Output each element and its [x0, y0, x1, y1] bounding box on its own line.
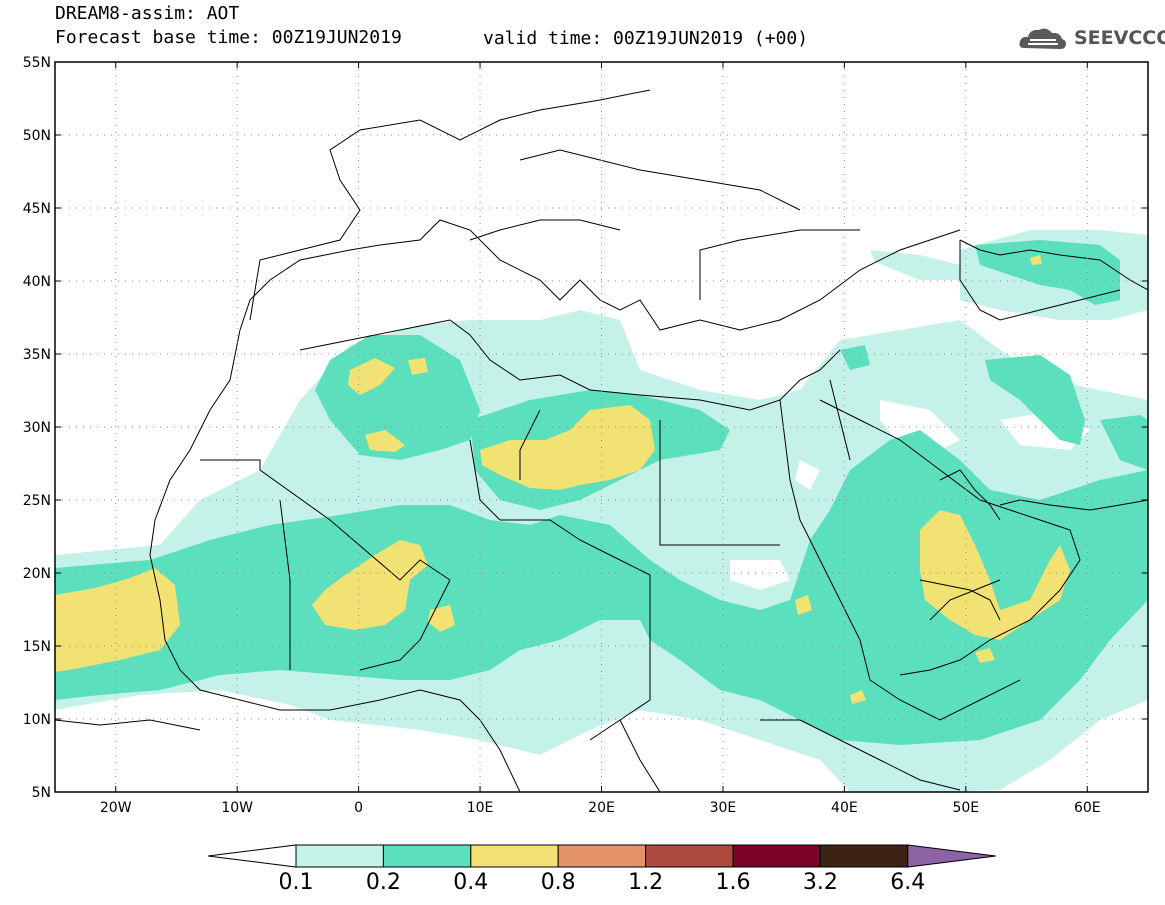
- lat-label: 20N: [23, 566, 51, 582]
- colorbar-swatch: [382, 844, 472, 868]
- lat-label: 35N: [23, 347, 51, 363]
- cloud-icon: [1019, 28, 1066, 49]
- colorbar-label: 1.6: [715, 870, 751, 895]
- latitude-labels: 55N 50N 45N 40N 35N 30N 25N 20N 15N 10N 5N: [23, 55, 51, 801]
- lon-label: 40E: [831, 800, 858, 816]
- lat-label: 40N: [23, 274, 51, 290]
- lat-label: 50N: [23, 128, 51, 144]
- colorbar-swatch: [470, 844, 559, 868]
- colorbar-label: 3.2: [802, 870, 838, 895]
- seevccc-logo: SEEVCCC: [1074, 27, 1165, 49]
- map-title: DREAM8-assim: AOT: [55, 3, 240, 24]
- colorbar-over-arrow: [907, 844, 996, 868]
- lon-label: 20E: [588, 800, 615, 816]
- lon-label: 30E: [710, 800, 737, 816]
- lat-label: 25N: [23, 493, 51, 509]
- lon-label: 10E: [467, 800, 494, 816]
- valid-time: valid time: 00Z19JUN2019 (+00): [483, 28, 809, 49]
- colorbar-swatch: [819, 844, 909, 868]
- colorbar-swatch: [295, 844, 384, 868]
- axis-ticks: [55, 61, 1148, 793]
- lat-label: 15N: [23, 639, 51, 655]
- lat-label: 10N: [23, 712, 51, 728]
- colorbar-swatch: [732, 844, 821, 868]
- colorbar-under-arrow: [207, 844, 297, 868]
- forecast-base-time: Forecast base time: 00Z19JUN2019: [55, 27, 402, 48]
- lat-label: 5N: [32, 785, 51, 801]
- colorbar: [207, 844, 996, 868]
- colorbar-label: 6.4: [890, 870, 926, 895]
- lon-label: 50E: [952, 800, 979, 816]
- lon-label: 10W: [221, 800, 253, 816]
- lon-label: 0: [354, 800, 363, 816]
- lon-label: 20W: [100, 800, 132, 816]
- colorbar-label: 0.1: [278, 870, 314, 895]
- lon-label: 60E: [1074, 800, 1101, 816]
- longitude-labels: 20W 10W 0 10E 20E 30E 40E 50E 60E: [100, 800, 1101, 816]
- colorbar-swatch: [645, 844, 734, 868]
- lat-label: 45N: [23, 201, 51, 217]
- colorbar-label: 0.4: [453, 870, 489, 895]
- lat-label: 55N: [23, 55, 51, 71]
- colorbar-swatch: [557, 844, 647, 868]
- aot-level-0-4: [55, 255, 1070, 704]
- lat-lon-grid: [55, 62, 1148, 792]
- lat-label: 30N: [23, 420, 51, 436]
- colorbar-label: 0.8: [540, 870, 576, 895]
- colorbar-label: 1.2: [628, 870, 664, 895]
- coastlines-borders: [55, 89, 1148, 792]
- colorbar-label: 0.2: [365, 870, 401, 895]
